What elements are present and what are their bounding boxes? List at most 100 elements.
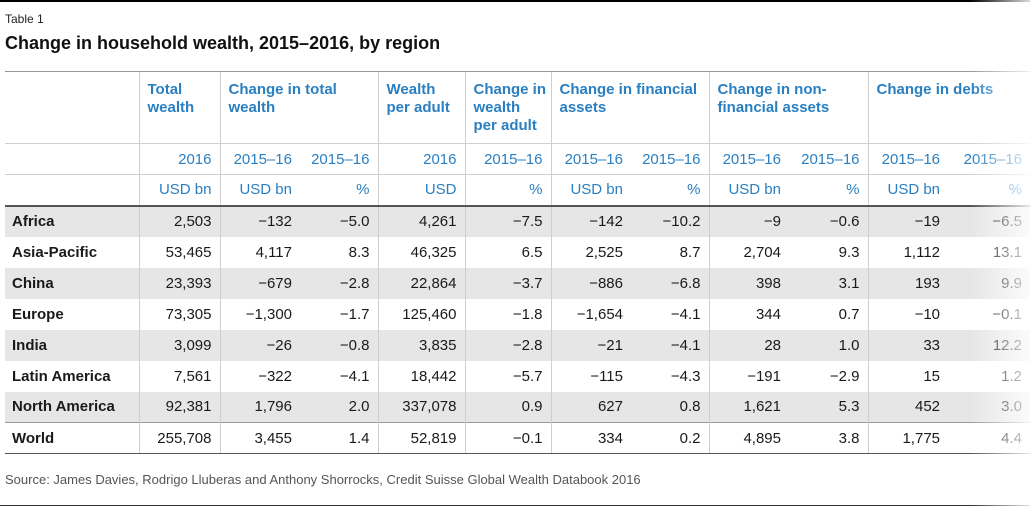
header-year-row: 2016 2015–16 2015–16 2016 2015–16 2015–1…: [5, 143, 1030, 175]
table-cell: −0.1: [464, 422, 551, 454]
wealth-table: Total wealth Change in total wealth Weal…: [5, 71, 1030, 454]
header-year: 2015–16: [708, 143, 789, 175]
table-cell: 1.4: [300, 422, 378, 454]
table-cell: −3.7: [464, 267, 551, 299]
header-unit: %: [631, 174, 709, 207]
table-cell: 452: [867, 391, 949, 423]
table-cell: −322: [219, 360, 300, 392]
header-year: 2015–16: [550, 143, 631, 175]
table-cell: 1.2: [1001, 367, 1023, 385]
header-year: 2015–16: [464, 143, 551, 175]
header-unit: USD bn: [867, 174, 949, 207]
region-name: Africa: [5, 205, 139, 237]
table-title: Change in household wealth, 2015–2016, b…: [5, 33, 441, 53]
table-cell: −115: [550, 360, 631, 392]
header-year: 2015–16: [867, 143, 949, 175]
table-cell: 3.1: [789, 267, 869, 299]
table-cell: 2,704: [708, 236, 789, 268]
table-cell: −2.8: [464, 329, 551, 361]
header-cell: [5, 143, 139, 175]
table-cell: −4.3: [670, 367, 701, 385]
table-row: China 23,393 −679 −2.8 22,864 −3.7 −886 −6.8 398…: [5, 267, 1030, 299]
table-cell: 13.1: [992, 243, 1023, 261]
header-unit: USD bn: [550, 174, 631, 207]
table-cell: 8.3: [348, 243, 370, 261]
region-name: China: [5, 267, 139, 299]
header-group-row: Total wealth Change in total wealth Weal…: [5, 71, 1030, 144]
table-cell: 15: [867, 360, 949, 392]
table-row: World 255,708 3,455 1.4 52,819 −0.1 334 0.2 4,89…: [5, 422, 1030, 454]
region-name: World: [5, 422, 139, 454]
table-cell: 23,393: [138, 267, 220, 299]
table-cell: 398: [708, 267, 789, 299]
table-cell: 0.7: [838, 305, 860, 323]
table-cell: 7,561: [138, 360, 220, 392]
table-cell: −191: [708, 360, 789, 392]
table-cell: −21: [550, 329, 631, 361]
source-note: Source: James Davies, Rodrigo Lluberas a…: [5, 472, 641, 487]
table-cell: 1,112: [867, 236, 949, 268]
header-change-total-wealth: Change in total wealth: [219, 71, 378, 144]
table-cell: −1.7: [339, 305, 370, 323]
table-cell: 18,442: [377, 360, 465, 392]
table-cell: 1,796: [219, 391, 300, 423]
region-name: Asia-Pacific: [12, 243, 98, 261]
table-cell: 0.8: [631, 391, 709, 423]
table-cell: 8.7: [679, 243, 701, 261]
header-unit: %: [464, 174, 551, 207]
header-wealth-per-adult: Wealth per adult: [377, 71, 465, 144]
table-cell: 12.2: [948, 329, 1030, 361]
region-name: Europe: [12, 305, 64, 323]
table-cell: −886: [550, 267, 631, 299]
table-cell: 9.9: [948, 267, 1030, 299]
table-row: India 3,099 −26 −0.8 3,835 −2.8 −21 −4.1 28 1.0 33…: [5, 329, 1030, 361]
table-cell: 5.3: [789, 391, 869, 423]
table-cell: 4,895: [708, 422, 789, 454]
table-cell: −4.1: [670, 305, 701, 323]
table-cell: 9.3: [838, 243, 860, 261]
table-cell: 46,325: [377, 236, 465, 268]
header-year: 2015–16: [300, 143, 378, 175]
table-cell: 334: [550, 422, 631, 454]
table-cell: −7.5: [464, 205, 551, 237]
table-cell: −1,300: [219, 298, 300, 330]
table-cell: 3.0: [948, 391, 1030, 423]
table-cell: 3,099: [138, 329, 220, 361]
table-cell: 4,261: [377, 205, 465, 237]
table-cell: −10.2: [631, 205, 709, 237]
table-cell: −679: [219, 267, 300, 299]
region-name: India: [5, 329, 139, 361]
table-cell: 337,078: [377, 391, 465, 423]
table-cell: −6.5: [948, 205, 1030, 237]
table-cell: 28: [708, 329, 789, 361]
table-cell: −26: [219, 329, 300, 361]
table-cell: −2.8: [300, 267, 378, 299]
region-name: North America: [5, 391, 139, 423]
table-cell: −5.0: [300, 205, 378, 237]
header-change-wealth-per-adult: Change in wealth per adult: [464, 71, 551, 144]
table-row: Latin America 7,561 −322 −4.1 18,442 −5.7 −115…: [5, 360, 1030, 392]
table-row: Europe 73,305 −1,300 −1.7 125,460 −1.8 −1,654 −…: [5, 298, 1030, 330]
table-cell: −6.8: [631, 267, 709, 299]
table-cell: −5.7: [464, 360, 551, 392]
table-cell: 22,864: [377, 267, 465, 299]
header-change-debts: Change in debts: [867, 71, 1030, 144]
table-cell: 52,819: [377, 422, 465, 454]
table-cell: 73,305: [138, 298, 220, 330]
table-cell: −4.1: [339, 367, 370, 385]
table-cell: 3,455: [219, 422, 300, 454]
table-cell: 1,621: [708, 391, 789, 423]
header-year: 2015–16: [631, 143, 709, 175]
table-cell: 4.4: [948, 422, 1030, 454]
header-year: 2015–16: [789, 143, 869, 175]
header-cell: [5, 174, 139, 207]
header-unit: USD: [377, 174, 465, 207]
table-cell: 344: [708, 298, 789, 330]
header-region: [5, 71, 139, 144]
header-change-financial-assets: Change in financial assets: [550, 71, 709, 144]
table-cell: −4.1: [631, 329, 709, 361]
table-cell: 0.2: [631, 422, 709, 454]
table-cell: −142: [550, 205, 631, 237]
table-cell: 627: [550, 391, 631, 423]
table-cell: −2.9: [829, 367, 860, 385]
